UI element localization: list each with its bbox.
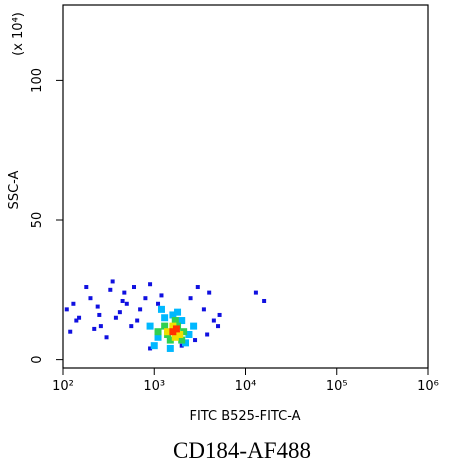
point [143, 296, 148, 301]
point [169, 311, 177, 319]
point [176, 330, 184, 338]
y-axis-label: SSC-A [7, 170, 22, 209]
point [77, 315, 82, 320]
point [98, 324, 103, 329]
point [171, 317, 179, 325]
point [108, 287, 113, 292]
x-tick-label: 10⁶ [417, 379, 439, 394]
point [207, 290, 212, 295]
x-tick-label: 10² [52, 379, 74, 394]
point [193, 338, 198, 343]
point [217, 312, 222, 317]
point [171, 333, 179, 341]
x-tick-label: 10⁴ [235, 379, 257, 394]
point [97, 312, 102, 317]
y-tick-label: 50 [30, 212, 45, 229]
point [117, 310, 122, 315]
point [190, 322, 198, 330]
point [148, 346, 153, 351]
point [88, 296, 93, 301]
y-multiplier: (x 10⁴) [11, 12, 26, 56]
point [64, 307, 69, 312]
point [178, 317, 186, 325]
point [95, 304, 100, 309]
point [179, 343, 184, 348]
point [154, 328, 162, 336]
point [181, 339, 189, 347]
x-tick-label: 10³ [143, 379, 165, 394]
point [74, 318, 79, 323]
point [132, 285, 137, 290]
x-axis-label: FITC B525-FITC-A [190, 409, 301, 424]
point [169, 322, 177, 330]
point [156, 301, 161, 306]
point [92, 326, 97, 331]
plot-frame [62, 4, 429, 369]
point [161, 314, 169, 322]
point [180, 328, 188, 336]
point [104, 335, 109, 340]
point [188, 296, 193, 301]
point [185, 330, 193, 338]
point [169, 328, 177, 336]
point [138, 307, 143, 312]
point [148, 282, 153, 287]
point [211, 318, 216, 323]
point [124, 301, 129, 306]
point [216, 324, 221, 329]
point [68, 329, 73, 334]
point [122, 290, 127, 295]
point [201, 307, 206, 312]
point [84, 285, 89, 290]
point [146, 322, 154, 330]
y-tick-label: 100 [30, 68, 45, 93]
point [205, 332, 210, 337]
point [253, 290, 258, 295]
point [164, 328, 172, 336]
point [113, 315, 118, 320]
point [129, 324, 134, 329]
point [166, 344, 174, 352]
point [166, 336, 174, 344]
point [135, 318, 140, 323]
point [172, 325, 180, 333]
point [71, 301, 76, 306]
point [120, 298, 125, 303]
point [178, 336, 186, 344]
point [157, 305, 165, 313]
caption: CD184-AF488 [173, 438, 311, 463]
point [150, 342, 158, 350]
x-tick-label: 10⁵ [326, 379, 348, 394]
point [195, 285, 200, 290]
point [174, 308, 182, 316]
point [154, 333, 162, 341]
y-tick-label: 0 [30, 355, 45, 363]
point [161, 322, 169, 330]
point [159, 293, 164, 298]
point [262, 298, 267, 303]
point [110, 279, 115, 284]
